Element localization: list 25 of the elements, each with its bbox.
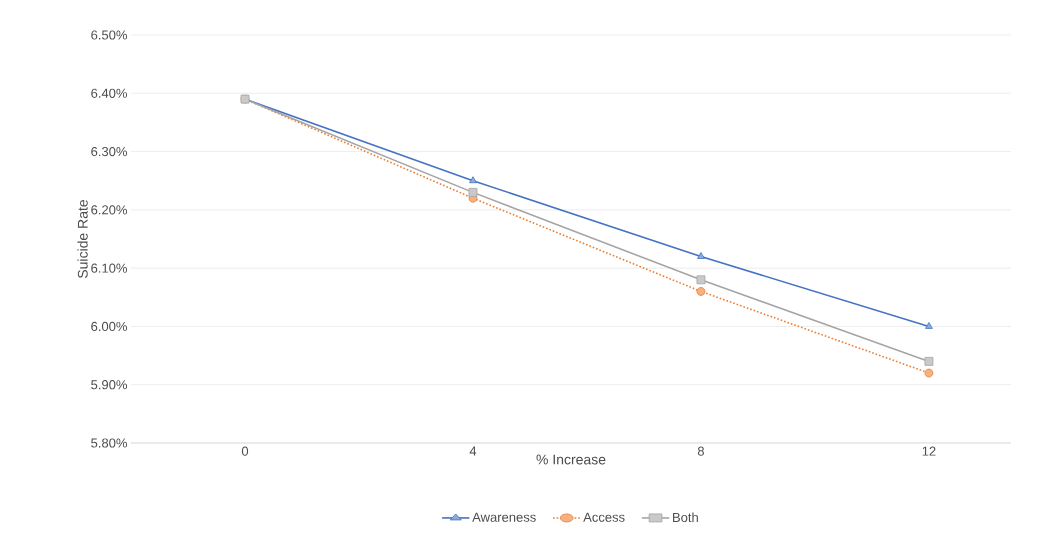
y-tick-label: 6.50% xyxy=(91,30,128,40)
y-tick-label: 6.40% xyxy=(91,88,128,98)
point xyxy=(925,322,933,329)
point xyxy=(696,287,706,296)
point xyxy=(469,176,477,184)
point xyxy=(696,275,706,285)
y-tick-label: 5.90% xyxy=(91,380,128,390)
y-tick-label: 6.10% xyxy=(91,263,128,273)
y-tick-label: 5.80% xyxy=(91,438,128,448)
x-tick-label: 8 xyxy=(697,446,704,456)
legend-label: Access xyxy=(583,512,625,522)
y-tick-label: 6.30% xyxy=(91,146,128,157)
x-tick-label: 0 xyxy=(241,446,249,456)
y-tick-label: 6.20% xyxy=(91,205,128,215)
legend-label: Both xyxy=(673,512,698,523)
x-tick-label: 4 xyxy=(469,446,477,456)
x-tick-label: 12 xyxy=(922,446,936,456)
point xyxy=(468,187,478,197)
point xyxy=(697,252,705,259)
y-tick-label: 6.00% xyxy=(91,321,128,332)
y-axis-title: Suicide Rate xyxy=(77,199,88,279)
legend-label: Awareness xyxy=(472,512,536,522)
x-axis-title: % Increase xyxy=(536,454,606,465)
point xyxy=(924,368,934,378)
point xyxy=(924,357,934,366)
